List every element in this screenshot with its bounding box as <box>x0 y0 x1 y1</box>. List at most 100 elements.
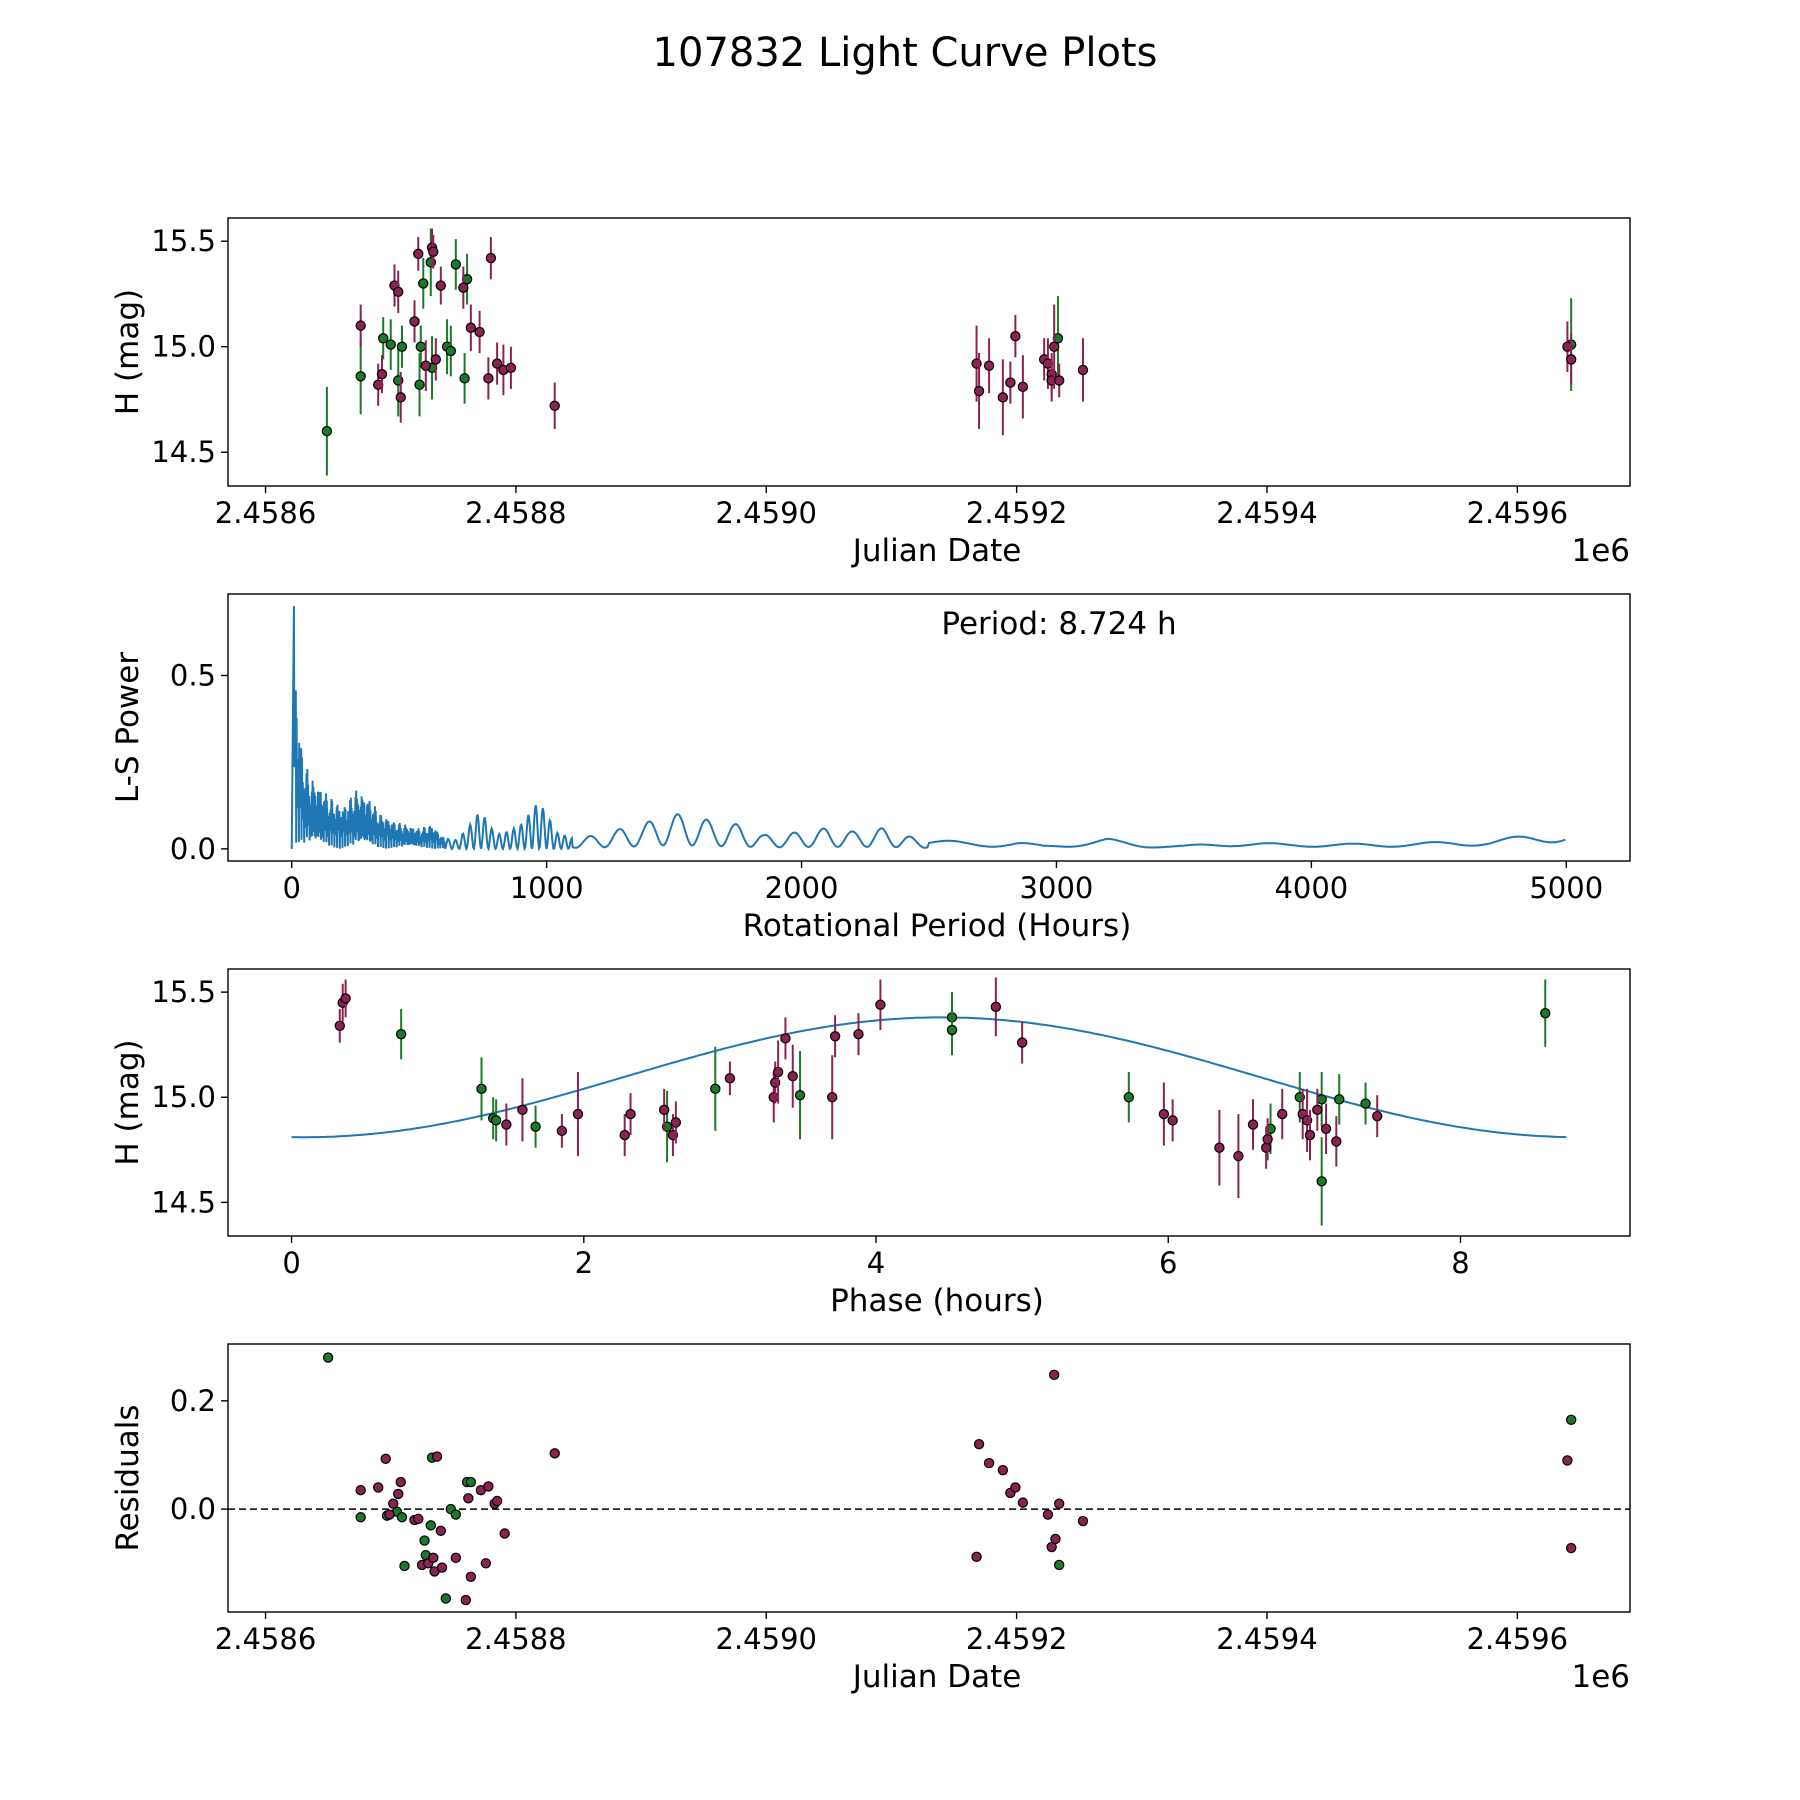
green-data-point <box>321 425 333 437</box>
x-axis-label: Rotational Period (Hours) <box>743 908 1132 944</box>
purple-data-point <box>1010 330 1021 342</box>
x-tick-label: 0 <box>282 1246 300 1280</box>
green-data-point <box>946 1024 958 1036</box>
purple-data-point <box>572 1108 584 1120</box>
green-data-point <box>418 278 429 289</box>
purple-data-point <box>499 1528 510 1539</box>
x-axis-label: Julian Date <box>851 533 1022 569</box>
purple-data-point <box>549 400 560 412</box>
purple-data-point <box>458 282 469 293</box>
purple-data-point <box>517 1104 528 1116</box>
purple-data-point <box>388 1498 399 1509</box>
y-tick-label: 0.2 <box>170 1384 216 1418</box>
y-tick-label: 15.0 <box>151 1080 216 1114</box>
purple-data-point <box>465 1571 477 1583</box>
y-tick-label: 15.0 <box>151 330 216 364</box>
plot-area-phase <box>291 977 1567 1226</box>
x-tick-label: 2.4596 <box>1467 1622 1568 1656</box>
purple-data-point <box>997 392 1009 403</box>
purple-data-point <box>384 1509 395 1520</box>
purple-data-point <box>340 993 351 1004</box>
green-data-point <box>399 1560 410 1572</box>
green-data-point <box>1123 1092 1135 1103</box>
purple-data-point <box>465 322 477 333</box>
purple-data-point <box>428 1552 439 1564</box>
purple-data-point <box>1247 1119 1259 1130</box>
purple-data-point <box>450 1552 462 1564</box>
purple-data-point <box>829 1031 841 1042</box>
y-tick-label: 14.5 <box>151 435 216 469</box>
green-data-point <box>440 1593 452 1604</box>
green-data-point <box>450 259 462 270</box>
x-tick-label: 2.4594 <box>1216 496 1317 530</box>
purple-data-point <box>1372 1110 1383 1122</box>
purple-data-point <box>1320 1123 1332 1134</box>
purple-data-point <box>1565 354 1577 365</box>
y-tick-label: 0.5 <box>170 658 216 692</box>
purple-data-point <box>724 1073 736 1084</box>
purple-data-point <box>1077 364 1089 376</box>
x-offset-label: 1e6 <box>1571 533 1630 569</box>
green-data-point <box>396 341 408 352</box>
x-tick-label: 1000 <box>510 871 584 905</box>
green-data-point <box>355 371 366 382</box>
purple-data-point <box>480 1558 492 1569</box>
purple-data-point <box>376 368 388 380</box>
purple-data-point <box>780 1033 791 1044</box>
purple-data-point <box>983 1457 995 1469</box>
y-tick-label: 15.5 <box>151 224 216 258</box>
panel-resid: 2.4586 2.4588 2.4590 2.4592 2.4594 2.4596 0.0 0… <box>110 1343 1631 1695</box>
y-axis-label: L-S Power <box>110 652 146 803</box>
figure-title: 107832 Light Curve Plots <box>653 30 1158 76</box>
y-axis-label: H (mag) <box>110 289 146 415</box>
plot-area-lc <box>321 228 1577 476</box>
purple-data-point <box>1048 341 1060 352</box>
purple-data-point <box>409 316 420 327</box>
green-data-point <box>530 1121 541 1132</box>
purple-data-point <box>875 999 886 1010</box>
x-axis-label: Julian Date <box>851 1659 1022 1695</box>
panel-ls: 0 1000 2000 3000 4000 5000 0.0 0.5 Rotational Pe… <box>110 593 1631 944</box>
purple-data-point <box>420 360 431 371</box>
purple-data-point <box>428 246 439 257</box>
green-data-point <box>1053 1559 1065 1571</box>
x-tick-label: 2.4588 <box>465 1622 566 1656</box>
x-tick-label: 4 <box>867 1246 885 1280</box>
x-tick-label: 0 <box>283 871 301 905</box>
green-data-point <box>459 373 470 384</box>
green-data-point <box>710 1083 721 1095</box>
purple-data-point <box>973 1438 985 1450</box>
purple-data-point <box>431 1451 443 1462</box>
x-tick-label: 2000 <box>765 871 839 905</box>
purple-data-point <box>1016 1037 1028 1048</box>
x-tick-label: 2.4596 <box>1467 496 1568 530</box>
x-tick-label: 2.4586 <box>215 1622 316 1656</box>
purple-data-point <box>1304 1129 1316 1141</box>
purple-data-point <box>787 1071 798 1082</box>
green-data-point <box>445 345 457 357</box>
purple-data-point <box>826 1092 838 1103</box>
purple-data-point <box>1042 1509 1054 1520</box>
purple-data-point <box>485 252 497 264</box>
purple-data-point <box>1050 1533 1061 1545</box>
purple-data-point <box>625 1108 636 1120</box>
x-tick-label: 2.4594 <box>1216 1622 1317 1656</box>
purple-data-point <box>549 1448 560 1459</box>
purple-data-point <box>491 358 503 369</box>
purple-data-point <box>393 286 404 298</box>
purple-data-point <box>501 1119 512 1130</box>
x-tick-label: 2.4592 <box>966 1622 1067 1656</box>
x-tick-label: 2 <box>575 1246 593 1280</box>
x-tick-label: 3000 <box>1020 871 1094 905</box>
purple-data-point <box>334 1020 345 1031</box>
x-tick-label: 5000 <box>1529 871 1603 905</box>
green-data-point <box>415 341 426 352</box>
purple-data-point <box>1565 1542 1577 1554</box>
x-tick-label: 2.4592 <box>966 496 1067 530</box>
purple-data-point <box>380 1453 391 1464</box>
purple-data-point <box>1167 1115 1178 1126</box>
plot-area-resid <box>228 1352 1630 1606</box>
purple-data-point <box>483 1481 494 1492</box>
purple-data-point <box>670 1117 682 1128</box>
